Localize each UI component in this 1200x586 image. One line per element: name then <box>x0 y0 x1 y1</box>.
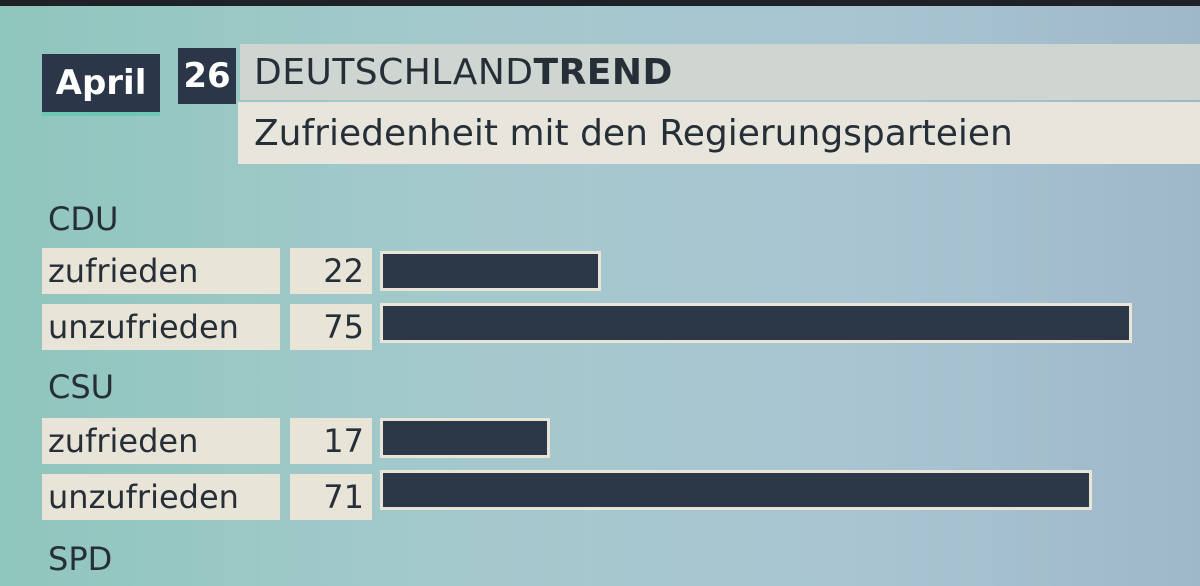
group-label-cdu: CDU <box>48 200 119 238</box>
row-label: unzufrieden <box>42 304 280 350</box>
data-label: 71 <box>290 474 372 520</box>
top-edge <box>0 0 1200 6</box>
day-badge: 26 <box>178 48 236 104</box>
bar-csu-zufrieden <box>380 418 550 458</box>
bar-cdu-unzufrieden <box>380 303 1132 343</box>
month-badge: April <box>42 54 160 116</box>
month-label: April <box>55 63 147 103</box>
row-label: zufrieden <box>42 418 280 464</box>
brand-bar: DEUTSCHLANDTREND <box>240 44 1200 100</box>
bar-csu-unzufrieden <box>380 470 1092 510</box>
row-label: zufrieden <box>42 248 280 294</box>
data-label: 17 <box>290 418 372 464</box>
row-label: unzufrieden <box>42 474 280 520</box>
chart-title: Zufriedenheit mit den Regierungsparteien <box>254 112 1013 154</box>
brand-title: DEUTSCHLANDTREND <box>240 52 673 93</box>
data-label: 75 <box>290 304 372 350</box>
group-label-spd: SPD <box>48 540 113 578</box>
group-label-csu: CSU <box>48 368 115 406</box>
brand-light: DEUTSCHLAND <box>254 51 534 93</box>
bar-cdu-zufrieden <box>380 251 601 291</box>
subtitle-bar: Zufriedenheit mit den Regierungsparteien <box>238 102 1200 164</box>
day-label: 26 <box>183 56 231 96</box>
data-label: 22 <box>290 248 372 294</box>
brand-bold: TREND <box>533 51 673 93</box>
